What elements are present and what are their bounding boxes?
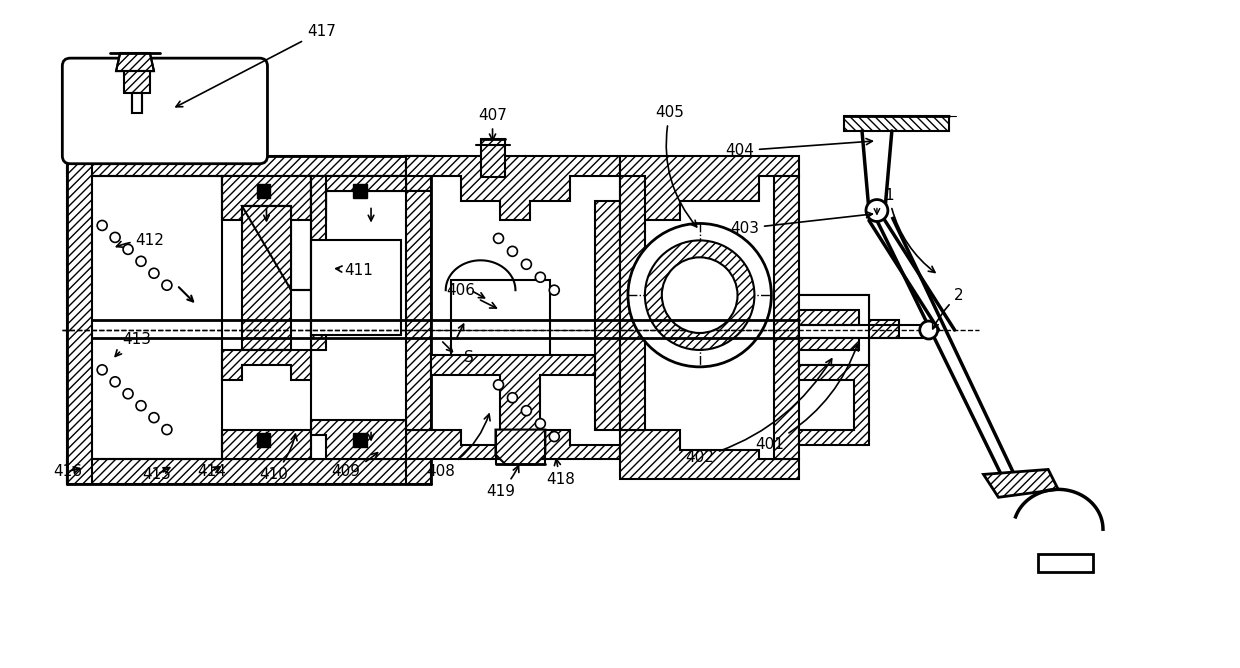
Text: 407: 407 — [479, 108, 507, 140]
Circle shape — [494, 380, 503, 389]
Text: 406: 406 — [446, 283, 496, 308]
Polygon shape — [595, 200, 620, 430]
Bar — [353, 433, 367, 446]
Circle shape — [536, 419, 546, 429]
Polygon shape — [405, 430, 620, 460]
Text: 402: 402 — [686, 359, 832, 465]
Circle shape — [866, 200, 888, 222]
Circle shape — [507, 246, 517, 257]
Circle shape — [549, 285, 559, 295]
Circle shape — [920, 321, 937, 339]
Circle shape — [549, 432, 559, 442]
Polygon shape — [496, 430, 546, 464]
Circle shape — [162, 425, 172, 435]
Text: 404: 404 — [725, 138, 872, 158]
Bar — [1038, 554, 1092, 572]
Polygon shape — [774, 176, 800, 460]
Polygon shape — [117, 53, 154, 71]
Bar — [131, 93, 143, 113]
Circle shape — [662, 257, 738, 333]
Polygon shape — [311, 420, 405, 460]
Polygon shape — [405, 454, 430, 484]
Text: 417: 417 — [176, 24, 336, 107]
Polygon shape — [222, 176, 311, 220]
Circle shape — [627, 224, 771, 367]
Polygon shape — [620, 176, 645, 430]
FancyBboxPatch shape — [62, 58, 268, 164]
Polygon shape — [405, 156, 430, 190]
Text: 418: 418 — [546, 459, 574, 487]
Polygon shape — [405, 190, 430, 430]
Text: 411: 411 — [336, 263, 373, 278]
Text: 403: 403 — [730, 212, 872, 236]
Circle shape — [521, 259, 532, 269]
Polygon shape — [222, 176, 405, 220]
Circle shape — [123, 389, 133, 399]
Text: 410: 410 — [259, 434, 298, 482]
Bar — [124, 71, 150, 93]
Text: 405: 405 — [656, 106, 697, 227]
Polygon shape — [67, 460, 430, 484]
Polygon shape — [983, 470, 1058, 497]
Text: 2: 2 — [932, 288, 963, 329]
Text: 401: 401 — [755, 344, 858, 452]
Text: 415: 415 — [143, 467, 171, 482]
Text: 413: 413 — [115, 333, 151, 357]
Text: 414: 414 — [197, 464, 226, 479]
Text: 419: 419 — [486, 466, 518, 499]
Polygon shape — [620, 156, 800, 220]
Circle shape — [97, 365, 107, 375]
Polygon shape — [222, 430, 311, 460]
Polygon shape — [800, 365, 869, 444]
Bar — [311, 240, 401, 335]
Polygon shape — [242, 206, 291, 350]
Circle shape — [149, 269, 159, 279]
Text: 1: 1 — [884, 188, 935, 273]
Circle shape — [97, 220, 107, 230]
Circle shape — [136, 401, 146, 411]
Polygon shape — [800, 310, 859, 325]
Circle shape — [494, 233, 503, 243]
Circle shape — [149, 413, 159, 423]
Polygon shape — [67, 156, 92, 484]
Polygon shape — [405, 156, 620, 220]
Circle shape — [521, 405, 532, 415]
Circle shape — [162, 280, 172, 290]
Bar — [353, 184, 367, 198]
Polygon shape — [67, 156, 430, 176]
Polygon shape — [222, 350, 311, 380]
Text: 412: 412 — [117, 233, 165, 248]
Polygon shape — [242, 176, 326, 350]
Bar — [450, 280, 551, 360]
Polygon shape — [620, 430, 800, 480]
Circle shape — [536, 273, 546, 282]
Text: 408: 408 — [427, 414, 490, 479]
Polygon shape — [430, 355, 595, 430]
Text: 416: 416 — [53, 464, 82, 479]
Polygon shape — [311, 176, 405, 220]
Circle shape — [507, 393, 517, 403]
Bar — [257, 433, 270, 446]
Text: 409: 409 — [331, 453, 377, 479]
Circle shape — [110, 232, 120, 242]
Polygon shape — [800, 295, 899, 365]
Circle shape — [136, 257, 146, 267]
Text: S: S — [464, 351, 474, 365]
Circle shape — [645, 240, 754, 350]
Circle shape — [123, 244, 133, 255]
Polygon shape — [800, 338, 859, 350]
Circle shape — [110, 377, 120, 387]
Polygon shape — [844, 116, 949, 131]
Bar — [800, 295, 869, 365]
Bar — [257, 184, 270, 198]
Bar — [481, 139, 506, 176]
